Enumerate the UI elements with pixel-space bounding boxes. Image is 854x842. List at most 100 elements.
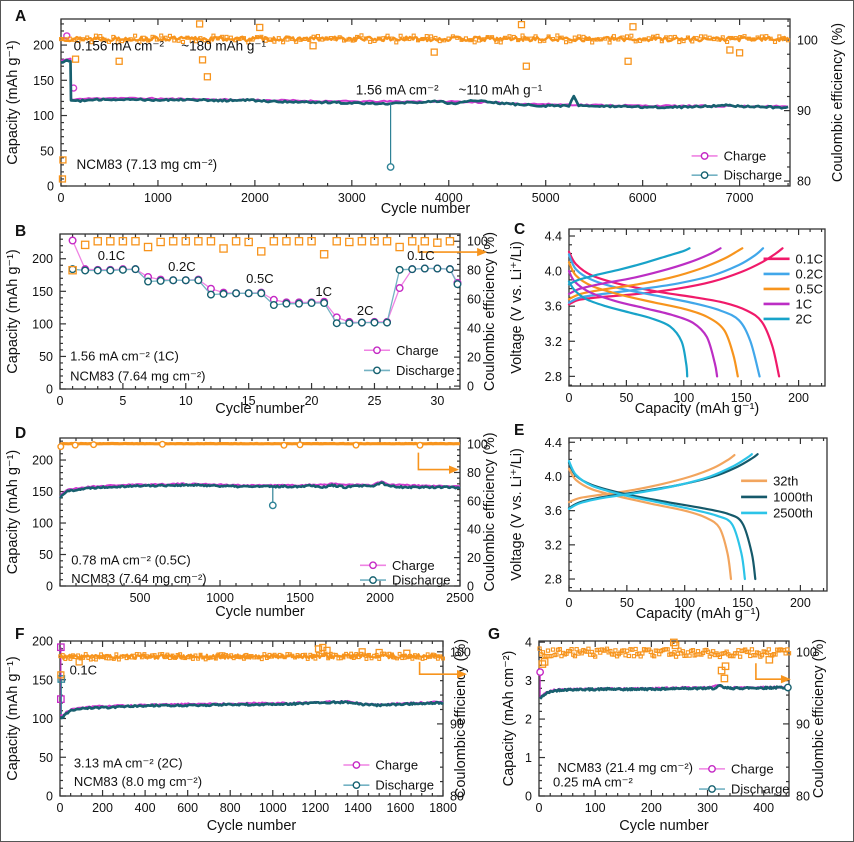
x-tick-label: 0	[566, 596, 573, 610]
x-tick-label: 2000	[366, 591, 394, 605]
efficiency-outliers-marker	[726, 46, 734, 54]
x-tick-label: 200	[92, 801, 113, 815]
discharge-marker	[144, 277, 153, 286]
efficiency-marker	[445, 236, 455, 246]
legend-label: 1000th	[773, 489, 813, 504]
x-tick-label: 500	[130, 591, 151, 605]
discharge-marker	[131, 265, 140, 274]
x-tick-label: 200	[790, 596, 811, 610]
y-tick-label: 3.2	[545, 335, 562, 349]
legend-label: 2500th	[773, 505, 813, 520]
series-0.5C-discharge	[567, 261, 739, 378]
y-tick-label: 0	[46, 790, 53, 804]
annotation-text: 0.78 mA cm⁻² (0.5C)	[71, 553, 191, 568]
efficiency-outliers-marker	[375, 648, 383, 657]
y-tick-label: 200	[32, 635, 53, 649]
discharge-marker	[453, 280, 462, 289]
annotation-text: NCM83 (7.13 mg cm⁻²)	[77, 157, 218, 172]
legend-label: Charge	[731, 761, 774, 776]
plot-frame	[568, 228, 826, 387]
efficiency-marker	[131, 236, 140, 246]
efficiency-outliers-marker	[59, 156, 67, 164]
y-tick-label: 50	[40, 144, 54, 158]
efficiency-outliers-marker	[57, 671, 65, 679]
y-tick-label: 2	[525, 713, 532, 727]
x-tick-label: 100	[585, 801, 606, 815]
x-tick-label: 0	[536, 801, 543, 815]
x-tick-label: 400	[753, 801, 774, 815]
efficiency-outliers-marker	[538, 660, 547, 668]
efficiency-axis-arrowhead	[457, 669, 468, 679]
y2-tick-label: 100	[467, 438, 488, 452]
efficiency-marker	[407, 236, 417, 246]
series-0.1C-discharge	[567, 250, 781, 378]
y-tick-label: 50	[39, 548, 53, 562]
panel-letter: F	[15, 626, 24, 643]
efficiency-marker	[395, 242, 404, 252]
charge-marker	[395, 284, 404, 293]
discharge-dip-marker	[386, 163, 395, 171]
series-efficiency-scatter	[58, 651, 445, 662]
x-axis-title: Capacity (mAh g⁻¹)	[635, 401, 760, 416]
efficiency-outliers-marker	[58, 175, 67, 183]
y2-tick-label: 20	[467, 351, 481, 365]
legend-label: Charge	[396, 343, 439, 358]
efficiency-outliers-marker	[158, 440, 166, 448]
series-0.5C-charge	[567, 247, 744, 301]
x-tick-label: 1000	[259, 801, 287, 815]
discharge-dip-marker	[268, 501, 277, 510]
legend-label: Discharge	[392, 573, 451, 588]
legend-label: 0.1C	[796, 251, 823, 266]
efficiency-outliers-marker	[629, 23, 637, 31]
x-tick-label: 50	[619, 391, 633, 405]
series-charge	[59, 699, 444, 718]
discharge-marker	[395, 265, 404, 274]
efficiency-marker	[319, 250, 329, 259]
efficiency-axis-arrowhead	[477, 247, 488, 257]
x-tick-label: 1000	[206, 591, 234, 605]
annotation-text: ~110 mAh g⁻¹	[458, 82, 542, 97]
efficiency-outliers-marker	[671, 641, 680, 650]
x-tick-label: 1400	[344, 801, 372, 815]
efficiency-marker	[168, 236, 178, 246]
annotation-text: 2C	[357, 303, 374, 318]
efficiency-outliers-marker	[765, 655, 774, 664]
y2-tick-label: 80	[467, 264, 481, 278]
x-tick-label: 50	[620, 596, 634, 610]
series-0.2C-charge	[567, 247, 765, 304]
legend-label: Charge	[392, 558, 435, 573]
discharge-marker	[93, 266, 102, 275]
series-32th-discharge	[567, 467, 733, 581]
annotation-text: 0.25 mA cm⁻²	[553, 774, 633, 789]
efficiency-marker	[156, 237, 165, 247]
x-tick-label: 1000	[144, 191, 172, 205]
efficiency-marker	[143, 242, 153, 252]
x-tick-label: 1600	[387, 801, 415, 815]
efficiency-outliers-marker	[115, 57, 123, 65]
series-0.2C-discharge	[567, 253, 761, 378]
discharge-end-marker	[783, 683, 792, 692]
y2-tick-label: 80	[796, 790, 810, 804]
efficiency-outliers-marker	[195, 20, 204, 28]
panel-letter: B	[15, 223, 26, 240]
discharge-marker	[307, 299, 316, 308]
efficiency-axis-arrow	[417, 452, 452, 471]
series-discharge	[68, 264, 462, 328]
efficiency-marker	[68, 265, 77, 275]
efficiency-marker	[231, 236, 241, 246]
x-tick-label: 15	[242, 394, 256, 408]
discharge-marker	[219, 289, 228, 298]
y-axis-title: Capacity (mAh g⁻¹)	[5, 249, 21, 374]
x-tick-label: 0	[566, 391, 573, 405]
x-tick-label: 3000	[338, 191, 366, 205]
x-tick-label: 100	[674, 596, 695, 610]
legend-marker	[352, 761, 361, 769]
annotation-text: 0.1C	[98, 248, 125, 263]
annotation-text: 3.13 mA cm⁻² (2C)	[74, 755, 183, 770]
efficiency-marker	[80, 240, 90, 250]
x-tick-label: 100	[673, 391, 694, 405]
panel-letter: D	[15, 425, 26, 442]
y2-axis-title: Coulombic efficiency (%)	[811, 639, 827, 798]
y-axis-title: Voltage (V vs. Li⁺/Li)	[509, 448, 525, 581]
x-tick-label: 1800	[429, 801, 457, 815]
